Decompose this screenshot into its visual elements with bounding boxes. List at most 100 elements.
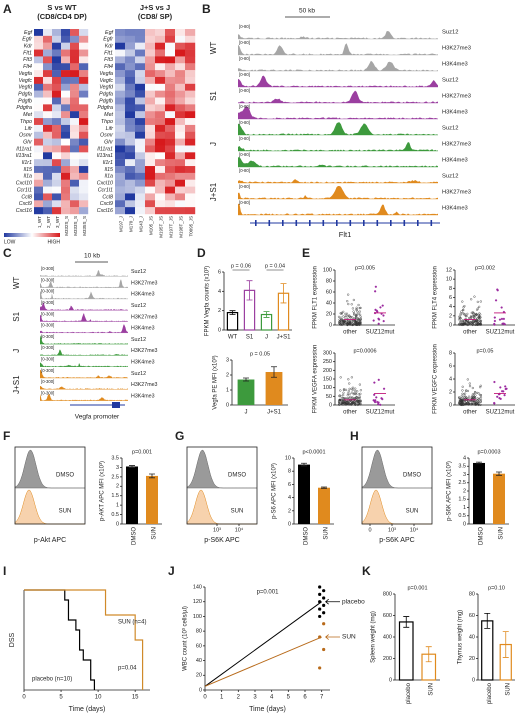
dot: [467, 320, 470, 323]
heatmap-cell: [115, 186, 126, 194]
gene-label: Il15: [104, 167, 113, 173]
heatmap-cell: [165, 131, 176, 139]
heatmap-cell: [43, 193, 53, 201]
dot: [345, 402, 348, 406]
heatmap-cell: [135, 49, 146, 57]
gene-label: Flt4: [23, 64, 32, 70]
dot: [338, 403, 341, 406]
heatmap-cell: [135, 35, 146, 43]
p-value: p=0.001: [257, 590, 280, 596]
heatmap-cell: [135, 145, 146, 153]
error-bar: [280, 283, 287, 304]
heatmap-cell: [175, 186, 186, 194]
heatmap-cell: [165, 207, 176, 215]
y-tick-label: 80: [326, 278, 332, 284]
heatmap-cell: [185, 159, 196, 167]
heatmap-cell: [155, 207, 166, 215]
track-label: H3K27me3: [131, 348, 158, 354]
p-value: p=0.001: [132, 449, 152, 455]
heatmap-cell: [52, 172, 62, 180]
error-bar: [271, 366, 277, 378]
panel-letter: E: [302, 246, 310, 260]
heatmap-cell: [175, 138, 186, 146]
group-label: WT: [12, 277, 21, 290]
dot: [474, 321, 477, 324]
x-tick-label: 5: [59, 695, 63, 701]
heatmap-cell: [145, 200, 156, 208]
gene-label: Vegfa: [18, 71, 32, 77]
heatmap-cell: [125, 124, 136, 132]
heatmap-cell: [52, 200, 62, 208]
dot: [471, 311, 474, 314]
exon: [349, 220, 352, 226]
heatmap-cell: [79, 193, 89, 201]
heatmap-cell: [61, 70, 71, 78]
gene-label: Vegfd: [18, 85, 33, 91]
dot: [461, 392, 464, 395]
heatmap-cell: [145, 111, 156, 119]
heatmap-cell: [175, 56, 186, 64]
dot: [356, 323, 359, 326]
error-bar: [502, 631, 509, 658]
y-tick-label: 2: [226, 372, 229, 378]
error-bar: [129, 465, 135, 468]
dot: [351, 386, 355, 389]
scale-label: 50 kb: [299, 8, 315, 15]
track-range: [0-80]: [239, 104, 250, 109]
heatmap-cell: [34, 63, 44, 71]
y-tick-label: 40: [469, 634, 475, 640]
heatmap-cell: [34, 145, 44, 153]
heatmap-cell: [175, 124, 186, 132]
heatmap-cell: [70, 145, 80, 153]
dot: [356, 390, 359, 393]
hist-label: DMSO: [56, 473, 74, 479]
track-range: [0-300]: [41, 300, 54, 305]
axis-label: FPKM Vegfa counts (x10³): [205, 266, 211, 336]
dot: [468, 385, 472, 388]
y-tick-label: 3: [116, 465, 119, 471]
heatmap-cell: [145, 138, 156, 146]
dot: [348, 382, 351, 385]
x-tick-label: SUZ12mut: [366, 330, 395, 336]
track-range: [0-80]: [239, 200, 250, 205]
y-tick-label: 100: [323, 385, 332, 391]
x-tick-label: SUN: [505, 683, 511, 696]
plot-frame: [186, 446, 258, 525]
track-range: [0-80]: [239, 136, 250, 141]
axis-label: p-Akt APC: [34, 537, 66, 544]
dot: [475, 322, 478, 325]
heatmap-cell: [125, 179, 136, 187]
gene-label: Cxcl9: [100, 201, 113, 207]
heatmap-cell: [145, 207, 156, 215]
heatmap-cell: [34, 111, 44, 119]
heatmap-cell: [135, 76, 146, 85]
track-range: [0-300]: [41, 334, 54, 339]
axis-label: p-S6K APC: [204, 537, 239, 544]
column-label: M335S_S: [82, 216, 87, 236]
gene-label: Flt3: [104, 57, 113, 63]
heatmap-cell: [34, 104, 44, 112]
heatmap-cell: [70, 104, 80, 112]
dot: [477, 320, 480, 323]
heatmap-cell: [155, 83, 166, 91]
dot: [461, 385, 464, 388]
heatmap-cell: [165, 200, 176, 208]
heatmap-cell: [175, 76, 186, 85]
x-tick-label: 6: [303, 695, 307, 701]
heatmap-cell: [61, 49, 71, 57]
dot: [342, 397, 345, 400]
dot: [493, 319, 496, 323]
x-tick-label: DMSO: [304, 527, 310, 545]
y-tick-label: 0: [472, 677, 475, 683]
legend-gradient: [4, 233, 60, 237]
track-range: [0-300]: [41, 368, 54, 373]
track-range: [0-300]: [41, 277, 54, 282]
heatmap-cell: [52, 35, 62, 43]
heatmap-cell: [145, 159, 156, 167]
gene-label: Met: [104, 112, 113, 118]
heatmap-cell: [79, 42, 89, 50]
track-range: [0-80]: [239, 88, 250, 93]
dot: [346, 392, 350, 395]
heatmap-cell: [155, 97, 166, 105]
heatmap-cell: [165, 124, 176, 132]
